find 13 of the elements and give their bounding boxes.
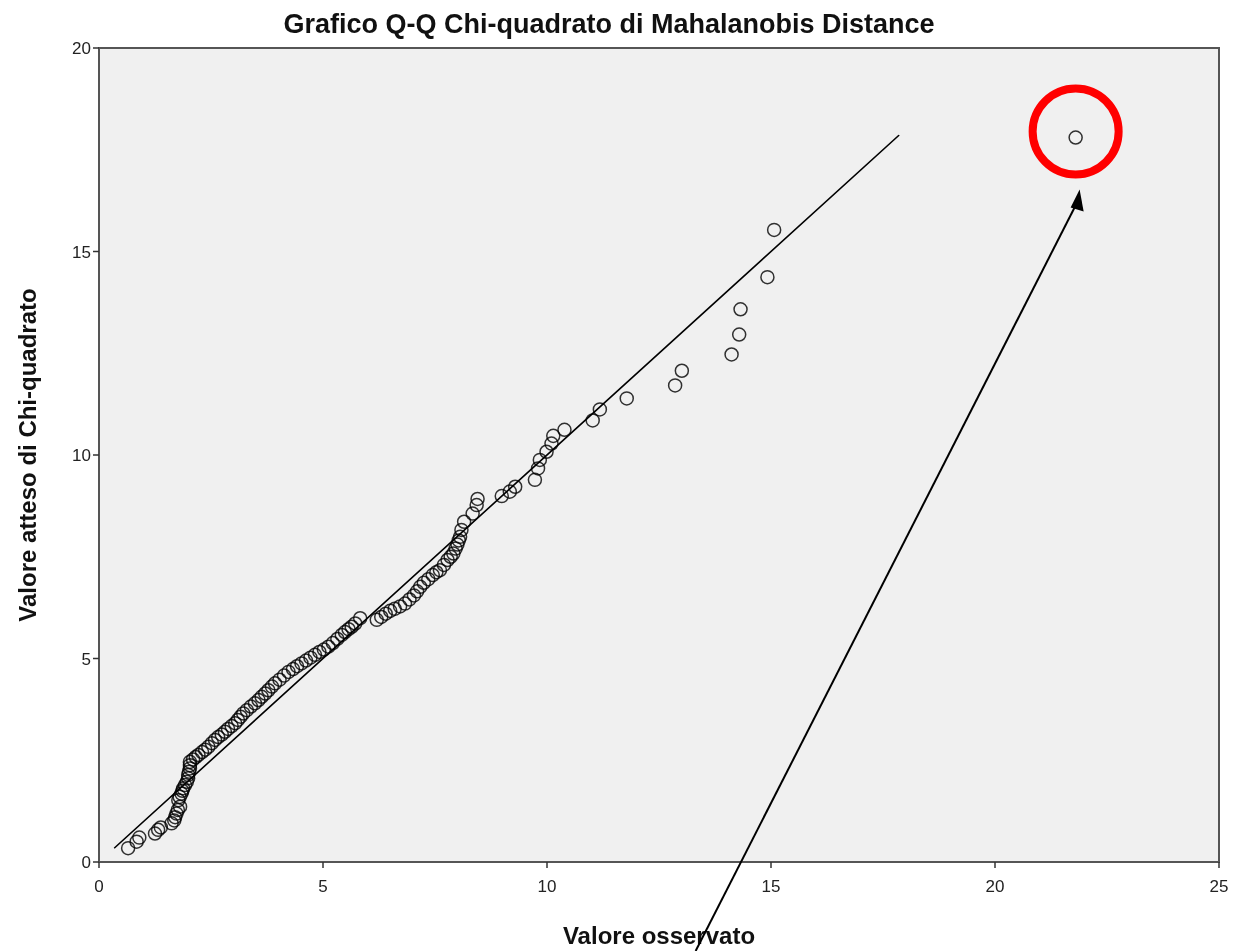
x-tick-label: 10 [537, 877, 557, 896]
x-tick-label: 5 [318, 877, 328, 896]
chart-title: Grafico Q-Q Chi-quadrato di Mahalanobis Distance [283, 9, 935, 39]
x-tick-label: 0 [94, 877, 104, 896]
y-tick-label: 5 [81, 649, 91, 669]
y-tick-label: 15 [72, 242, 91, 262]
y-tick-label: 0 [81, 853, 91, 872]
y-tick-label: 10 [72, 446, 91, 465]
x-tick-label: 25 [1209, 877, 1229, 896]
x-tick-label: 15 [761, 877, 781, 896]
x-tick-label: 20 [985, 877, 1005, 896]
y-tick-label: 20 [72, 39, 91, 58]
y-axis-title: Valore atteso di Chi-quadrato [14, 288, 41, 622]
